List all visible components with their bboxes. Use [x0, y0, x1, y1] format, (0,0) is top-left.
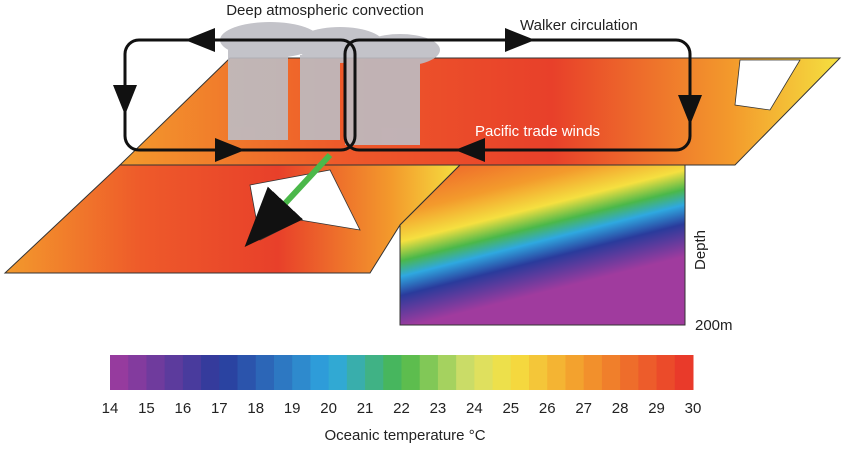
colorbar-segment — [456, 355, 475, 390]
colorbar-segment — [401, 355, 421, 390]
colorbar-segment — [437, 355, 457, 390]
colorbar-segment — [583, 355, 603, 390]
colorbar-segment — [164, 355, 184, 390]
colorbar-segment — [237, 355, 257, 390]
colorbar-tick-label: 17 — [211, 400, 228, 417]
colorbar-tick-label: 28 — [612, 400, 629, 417]
colorbar-segment — [510, 355, 530, 390]
colorbar-segment — [182, 355, 202, 390]
clouds — [220, 22, 440, 145]
colorbar-tick-label: 29 — [648, 400, 665, 417]
colorbar-segment — [674, 355, 694, 390]
colorbar-segment — [474, 355, 494, 390]
ocean-map — [3, 57, 842, 326]
colorbar-segment — [328, 355, 348, 390]
colorbar-segment — [529, 355, 548, 390]
colorbar-tick-label: 14 — [102, 400, 119, 417]
colorbar-tick-label: 16 — [175, 400, 192, 417]
colorbar-segment — [219, 355, 239, 390]
colorbar-tick-label: 24 — [466, 400, 483, 417]
colorbar-segment — [292, 355, 311, 390]
colorbar-segment — [365, 355, 384, 390]
colorbar-tick-label: 26 — [539, 400, 556, 417]
colorbar-tick-label: 25 — [502, 400, 519, 417]
colorbar-tick-label: 20 — [320, 400, 337, 417]
colorbar-segment — [310, 355, 330, 390]
colorbar-label: Oceanic temperature °C — [324, 427, 485, 444]
colorbar-segment — [273, 355, 293, 390]
depth-label: Depth — [692, 230, 709, 270]
colorbar-tick-label: 21 — [357, 400, 374, 417]
walker-label: Walker circulation — [520, 17, 638, 34]
colorbar-segment — [201, 355, 220, 390]
colorbar-segment — [656, 355, 676, 390]
colorbar-segment — [620, 355, 639, 390]
colorbar-tick-label: 19 — [284, 400, 301, 417]
colorbar-segment — [346, 355, 366, 390]
colorbar-segment — [547, 355, 566, 390]
colorbar-segment — [638, 355, 658, 390]
colorbar: 14 15 16 17 18 19 20 21 22 23 24 25 26 27 28 29 30 — [102, 355, 702, 417]
colorbar-segment — [601, 355, 621, 390]
colorbar-segment — [128, 355, 147, 390]
colorbar-tick-label: 30 — [685, 400, 702, 417]
colorbar-segment — [565, 355, 585, 390]
colorbar-segment — [419, 355, 439, 390]
depth-value: 200m — [695, 317, 733, 334]
colorbar-segment — [492, 355, 512, 390]
colorbar-segment — [383, 355, 402, 390]
circulation-arrows — [113, 28, 702, 247]
colorbar-tick-label: 27 — [575, 400, 592, 417]
colorbar-segment — [255, 355, 275, 390]
convection-label: Deep atmospheric convection — [226, 2, 424, 19]
trade-winds-label: Pacific trade winds — [475, 123, 600, 140]
colorbar-tick-label: 22 — [393, 400, 410, 417]
colorbar-segment — [110, 355, 129, 390]
colorbar-tick-label: 18 — [247, 400, 264, 417]
colorbar-tick-label: 23 — [430, 400, 447, 417]
colorbar-tick-label: 15 — [138, 400, 155, 417]
colorbar-segment — [146, 355, 166, 390]
